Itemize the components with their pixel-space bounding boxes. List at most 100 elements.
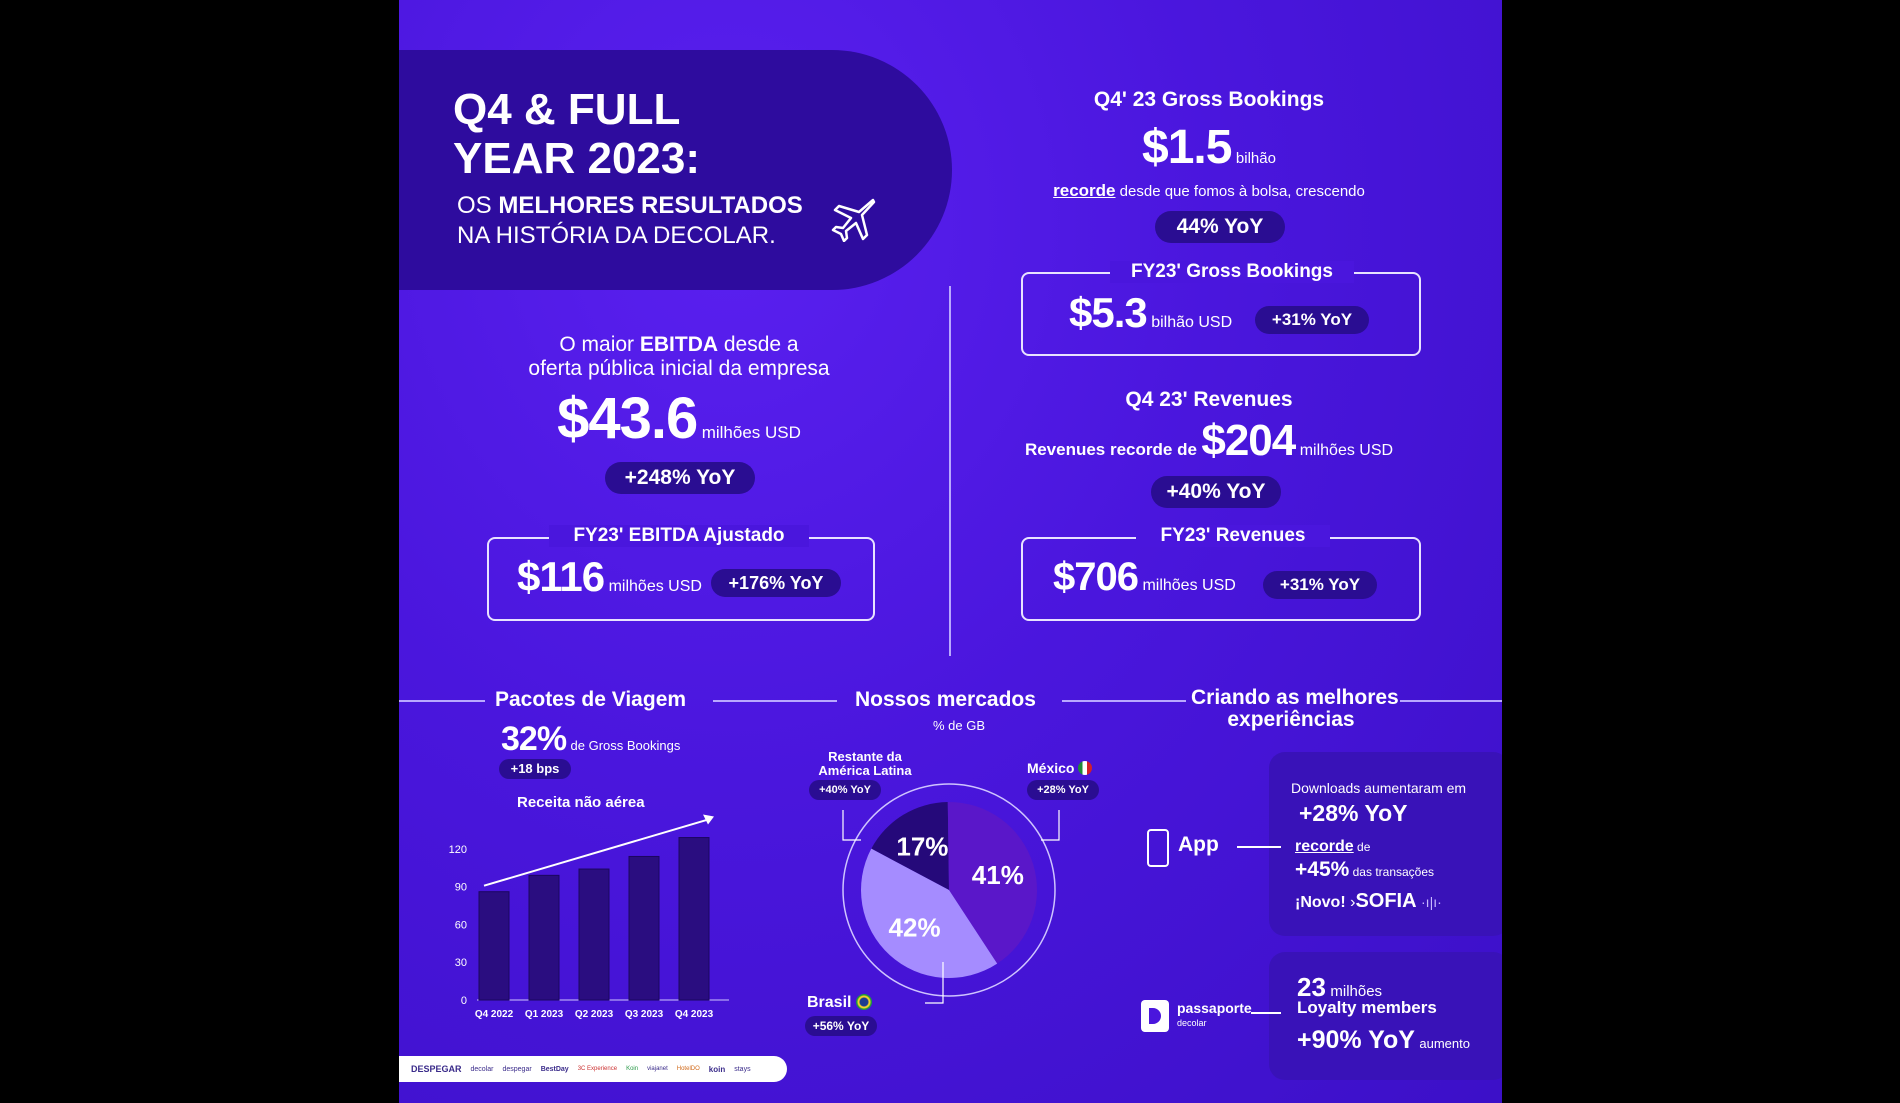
x-tick-label: Q1 2023 <box>525 1009 564 1020</box>
pie-slice <box>871 802 949 890</box>
brand-logo: DESPEGAR <box>411 1064 462 1074</box>
gb-fy-title: FY23' Gross Bookings <box>1110 261 1354 283</box>
rev-fy-yoy-badge: +31% YoY <box>1263 571 1377 599</box>
gb-record-text: desde que fomos à bolsa, crescendo <box>1115 183 1365 200</box>
pie-slice <box>947 802 1037 964</box>
ebitda-fy-row: $116 milhões USD <box>517 553 702 601</box>
passaporte-sub: decolar <box>1177 1018 1207 1028</box>
x-tick-label: Q2 2023 <box>575 1009 614 1020</box>
trend-arrow-head <box>703 814 714 825</box>
experiences-title-line1: Criando as melhores <box>1191 686 1399 709</box>
x-tick-label: Q3 2023 <box>625 1009 664 1020</box>
ebitda-unit: milhões USD <box>701 423 801 442</box>
brand-logo: BestDay <box>540 1065 569 1073</box>
packages-pct: 32% <box>501 720 567 758</box>
rev-yoy-badge: +40% YoY <box>1151 476 1281 508</box>
gb-value: $1.5 <box>1142 121 1232 174</box>
rest-label: Restante da América Latina <box>785 750 945 778</box>
ebitda-intro-part1: O maior <box>559 333 640 356</box>
sofia-wave-icon: ·ı|ı· <box>1421 894 1442 910</box>
hero-subtitle-part1: OS <box>457 192 499 219</box>
pie-chart: 17% 41% 42% <box>842 783 1060 1004</box>
members-unit: milhões <box>1330 983 1383 1000</box>
rev-value: $204 <box>1201 416 1296 465</box>
sofia-label: SOFIA <box>1355 890 1417 912</box>
packages-title: Pacotes de Viagem <box>495 688 687 711</box>
ebitda-fy-value: $116 <box>517 553 605 600</box>
x-tick-label: Q4 2023 <box>675 1009 714 1020</box>
brand-logo: HotelDO <box>676 1066 700 1072</box>
mexico-label: México <box>1027 760 1093 776</box>
brasil-connector <box>925 962 944 1004</box>
bar <box>578 868 610 1001</box>
section-line-4 <box>1400 700 1502 702</box>
ebitda-intro: O maior EBITDA desde a oferta pública in… <box>399 333 959 381</box>
transactions-row: +45% das transações <box>1295 858 1434 882</box>
y-tick-label: 30 <box>455 957 467 969</box>
section-line-1 <box>399 700 485 702</box>
brand-logo: viajanet <box>647 1066 668 1072</box>
vertical-divider <box>949 286 951 656</box>
bar <box>528 874 560 1001</box>
brasil-label-text: Brasil <box>807 994 852 1011</box>
markets-title: Nossos mercados <box>855 688 1036 711</box>
mexico-label-text: México <box>1027 760 1075 776</box>
novo-label: ¡Novo! <box>1295 894 1346 911</box>
gb-value-row: $1.5 bilhão <box>999 120 1419 175</box>
rest-label-line1: Restante da <box>828 749 902 764</box>
phone-icon <box>1147 829 1169 867</box>
airplane-icon <box>831 198 876 242</box>
hero-banner <box>399 50 952 290</box>
rev-unit: milhões USD <box>1299 442 1394 459</box>
x-tick-label: Q4 2022 <box>475 1009 514 1020</box>
rev-fy-value: $706 <box>1053 555 1139 599</box>
ebitda-yoy-badge: +248% YoY <box>605 462 755 494</box>
ebitda-fy-yoy-badge: +176% YoY <box>711 569 841 597</box>
gb-record-row: recorde desde que fomos à bolsa, crescen… <box>979 181 1439 201</box>
app-record-label: recorde <box>1295 838 1354 855</box>
brand-logo: Koin <box>626 1066 639 1072</box>
rev-title: Q4 23' Revenues <box>1125 388 1293 411</box>
y-tick-label: 120 <box>449 844 467 856</box>
gb-fy-unit: bilhão USD <box>1151 314 1233 331</box>
trend-arrow-line <box>483 818 709 887</box>
hero-subtitle: OS MELHORES RESULTADOS NA HISTÓRIA DA DE… <box>457 191 803 251</box>
markets-subtitle: % de GB <box>932 718 986 733</box>
brand-strip: DESPEGAR decolar despegar BestDay 3C Exp… <box>399 1056 787 1082</box>
app-connector <box>1237 846 1281 848</box>
record-row: recorde de <box>1295 838 1370 856</box>
y-tick-label: 0 <box>461 995 467 1007</box>
novo-row: ¡Novo! ›SOFIA ·ı|ı· <box>1295 890 1442 913</box>
rest-connector <box>842 810 861 841</box>
passaporte-icon-inner <box>1149 1008 1161 1024</box>
rev-prefix: Revenues recorde de <box>1024 440 1197 459</box>
poster: Q4 & FULL YEAR 2023: OS MELHORES RESULTA… <box>399 0 1502 1103</box>
gb-yoy-badge: 44% YoY <box>1155 211 1285 243</box>
rev-fy-unit: milhões USD <box>1142 577 1236 594</box>
app-label: App <box>1178 833 1219 856</box>
gb-fy-yoy-badge: +31% YoY <box>1255 306 1369 334</box>
ebitda-intro-part2: desde a <box>718 333 799 356</box>
mexico-yoy-badge: +28% YoY <box>1027 780 1099 800</box>
passaporte-label: passaporte decolar <box>1177 1001 1252 1030</box>
pie-value-label: 42% <box>889 913 941 943</box>
ebitda-value-row: $43.6 milhões USD <box>399 385 959 452</box>
gb-fy-value: $5.3 <box>1069 289 1148 336</box>
brand-logo: stays <box>734 1065 751 1073</box>
bar-chart: 0 30 60 90 120 Q4 2022 Q1 2023 Q2 2023 Q3 2023 Q4… <box>449 814 729 1020</box>
mexico-connector <box>1041 810 1060 841</box>
ebitda-fy-unit: milhões USD <box>608 578 702 595</box>
bar <box>478 891 510 1001</box>
members-row: 23 milhões <box>1297 972 1382 1003</box>
ebitda-fy-title: FY23' EBITDA Ajustado <box>549 525 809 547</box>
members-yoy-row: +90% YoY aumento <box>1297 1026 1470 1055</box>
gb-fy-row: $5.3 bilhão USD <box>1069 289 1232 337</box>
rest-yoy-badge: +40% YoY <box>809 780 881 800</box>
brand-logo: despegar <box>502 1065 532 1073</box>
gb-record-label: recorde <box>1053 181 1116 200</box>
downloads-text: Downloads aumentaram em <box>1291 780 1467 796</box>
chevron-right-icon: › <box>1350 894 1356 911</box>
experiences-title-line2: experiências <box>1227 708 1355 731</box>
loyalty-connector <box>1251 1012 1281 1014</box>
brasil-flag-icon <box>855 994 872 1010</box>
